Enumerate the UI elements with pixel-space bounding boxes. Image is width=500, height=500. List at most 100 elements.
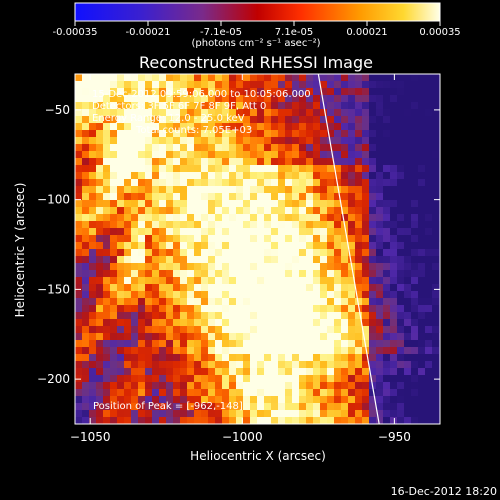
heatmap-cell bbox=[250, 305, 258, 313]
heatmap-cell bbox=[257, 137, 265, 145]
heatmap-cell bbox=[180, 277, 188, 285]
heatmap-cell bbox=[418, 165, 426, 173]
heatmap-cell bbox=[278, 144, 286, 152]
heatmap-cell bbox=[327, 74, 335, 82]
heatmap-cell bbox=[215, 368, 223, 376]
heatmap-cell bbox=[264, 109, 272, 117]
heatmap-cell bbox=[145, 277, 153, 285]
heatmap-cell bbox=[341, 74, 349, 82]
heatmap-cell bbox=[355, 410, 363, 418]
heatmap-cell bbox=[327, 396, 335, 404]
heatmap-cell bbox=[320, 158, 328, 166]
heatmap-cell bbox=[334, 214, 342, 222]
heatmap-cell bbox=[187, 207, 195, 215]
heatmap-cell bbox=[166, 116, 174, 124]
heatmap-cell bbox=[257, 249, 265, 257]
heatmap-cell bbox=[138, 74, 146, 82]
heatmap-cell bbox=[215, 165, 223, 173]
heatmap-cell bbox=[243, 228, 251, 236]
heatmap-cell bbox=[418, 151, 426, 159]
heatmap-cell bbox=[117, 347, 125, 355]
heatmap-cell bbox=[166, 207, 174, 215]
heatmap-cell bbox=[208, 165, 216, 173]
heatmap-cell bbox=[411, 95, 419, 103]
heatmap-cell bbox=[264, 270, 272, 278]
heatmap-cell bbox=[82, 214, 90, 222]
heatmap-cell bbox=[152, 137, 160, 145]
heatmap-cell bbox=[117, 242, 125, 250]
heatmap-cell bbox=[215, 263, 223, 271]
heatmap-cell bbox=[383, 368, 391, 376]
heatmap-cell bbox=[425, 228, 433, 236]
heatmap-cell bbox=[187, 312, 195, 320]
heatmap-cell bbox=[215, 207, 223, 215]
heatmap-cell bbox=[222, 172, 230, 180]
heatmap-cell bbox=[334, 263, 342, 271]
heatmap-cell bbox=[411, 207, 419, 215]
heatmap-cell bbox=[124, 347, 132, 355]
heatmap-cell bbox=[236, 200, 244, 208]
heatmap-cell bbox=[327, 361, 335, 369]
heatmap-cell bbox=[362, 144, 370, 152]
heatmap-cell bbox=[271, 284, 279, 292]
heatmap-cell bbox=[124, 417, 132, 424]
heatmap-cell bbox=[236, 368, 244, 376]
heatmap-cell bbox=[110, 221, 118, 229]
heatmap-cell bbox=[201, 347, 209, 355]
heatmap-cell bbox=[257, 368, 265, 376]
heatmap-cell bbox=[404, 375, 412, 383]
heatmap-cell bbox=[110, 116, 118, 124]
heatmap-cell bbox=[145, 186, 153, 194]
heatmap-cell bbox=[348, 305, 356, 313]
heatmap-cell bbox=[390, 368, 398, 376]
heatmap-cell bbox=[327, 319, 335, 327]
heatmap-cell bbox=[320, 333, 328, 341]
heatmap-cell bbox=[362, 333, 370, 341]
heatmap-cell bbox=[292, 361, 300, 369]
heatmap-cell bbox=[180, 298, 188, 306]
heatmap-cell bbox=[264, 102, 272, 110]
heatmap-cell bbox=[96, 326, 104, 334]
heatmap-cell bbox=[306, 165, 314, 173]
heatmap-cell bbox=[250, 319, 258, 327]
heatmap-cell bbox=[152, 396, 160, 404]
heatmap-cell bbox=[152, 333, 160, 341]
heatmap-cell bbox=[299, 137, 307, 145]
heatmap-cell bbox=[201, 340, 209, 348]
heatmap-cell bbox=[110, 88, 118, 96]
heatmap-cell bbox=[306, 382, 314, 390]
heatmap-cell bbox=[124, 172, 132, 180]
heatmap-cell bbox=[397, 235, 405, 243]
heatmap-cell bbox=[124, 333, 132, 341]
heatmap-cell bbox=[313, 179, 321, 187]
heatmap-cell bbox=[299, 333, 307, 341]
heatmap-cell bbox=[404, 214, 412, 222]
heatmap-cell bbox=[208, 340, 216, 348]
heatmap-cell bbox=[173, 186, 181, 194]
heatmap-cell bbox=[278, 305, 286, 313]
heatmap-cell bbox=[306, 333, 314, 341]
heatmap-cell bbox=[173, 340, 181, 348]
heatmap-cell bbox=[96, 186, 104, 194]
heatmap-cell bbox=[362, 123, 370, 131]
heatmap-cell bbox=[411, 396, 419, 404]
heatmap-cell bbox=[236, 249, 244, 257]
heatmap-cell bbox=[173, 333, 181, 341]
heatmap-cell bbox=[110, 340, 118, 348]
heatmap-cell bbox=[404, 207, 412, 215]
heatmap-cell bbox=[271, 347, 279, 355]
heatmap-cell bbox=[124, 256, 132, 264]
heatmap-cell bbox=[75, 326, 83, 334]
heatmap-cell bbox=[103, 151, 111, 159]
heatmap-cell bbox=[250, 291, 258, 299]
heatmap-cell bbox=[110, 389, 118, 397]
heatmap-cell bbox=[159, 165, 167, 173]
heatmap-cell bbox=[250, 137, 258, 145]
heatmap-cell bbox=[397, 389, 405, 397]
heatmap-cell bbox=[103, 137, 111, 145]
heatmap-cell bbox=[236, 193, 244, 201]
heatmap-cell bbox=[299, 347, 307, 355]
heatmap-cell bbox=[285, 165, 293, 173]
heatmap-cell bbox=[82, 382, 90, 390]
heatmap-cell bbox=[348, 158, 356, 166]
